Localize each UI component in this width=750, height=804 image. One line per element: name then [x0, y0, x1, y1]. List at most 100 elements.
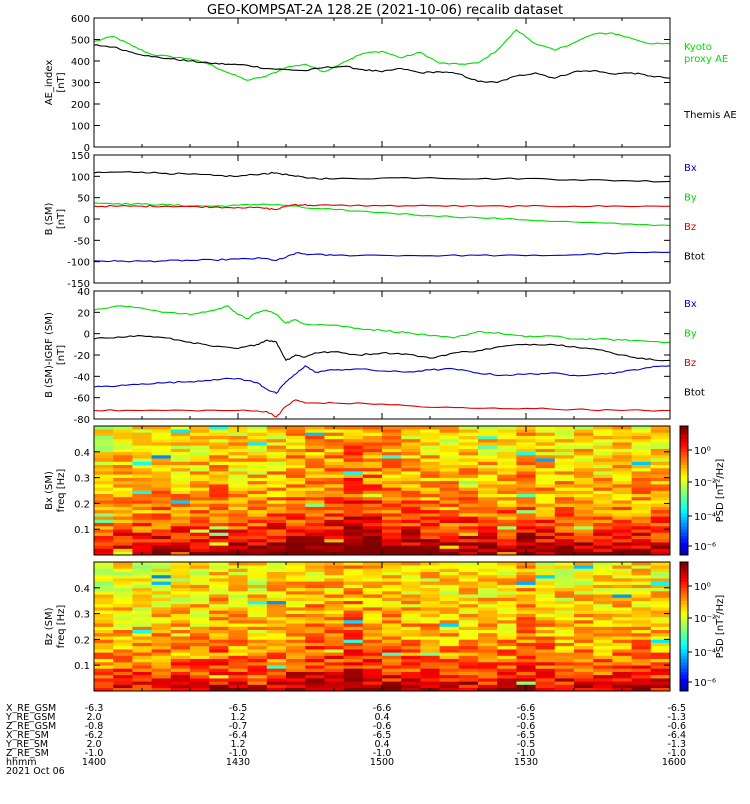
heatmap-cell — [612, 438, 632, 443]
heatmap-cell — [554, 464, 575, 469]
y-tick-label: 0.2 — [74, 635, 90, 646]
heatmap-cell — [650, 678, 671, 682]
heatmap-cell — [439, 551, 460, 556]
heatmap-cell — [343, 652, 364, 656]
heatmap-cell — [650, 513, 671, 517]
heatmap-cell — [612, 513, 632, 517]
heatmap-cell — [612, 600, 632, 605]
series-line-kyoto-proxy-ae — [93, 29, 671, 81]
heatmap-cell — [343, 455, 364, 459]
heatmap-cell — [516, 438, 536, 443]
heatmap-cell — [439, 509, 460, 514]
heatmap-cell — [343, 662, 364, 666]
heatmap-cell — [343, 681, 364, 685]
heatmap-cell — [497, 626, 517, 630]
heatmap-cell — [593, 581, 613, 585]
heatmap-cell — [266, 665, 287, 669]
heatmap-cell — [190, 455, 210, 459]
heatmap-cell — [286, 652, 306, 656]
heatmap-cell — [478, 532, 498, 536]
heatmap-cell — [151, 652, 172, 656]
heatmap-cell — [132, 620, 152, 624]
heatmap-cell — [650, 467, 671, 472]
heatmap-cell — [151, 458, 172, 462]
heatmap-cell — [401, 591, 421, 595]
heatmap-cell — [190, 467, 210, 472]
ephemeris-value: -0.6 — [517, 721, 536, 732]
heatmap-cell — [516, 477, 536, 482]
heatmap-cell — [209, 687, 229, 692]
heatmap-cell — [497, 513, 517, 517]
heatmap-cell — [228, 591, 248, 595]
heatmap-cell — [574, 461, 594, 465]
heatmap-cell — [343, 532, 364, 536]
heatmap-cell — [94, 484, 114, 488]
colorbar-cell — [680, 681, 688, 685]
heatmap-cell — [439, 584, 460, 589]
heatmap-cell — [439, 671, 460, 676]
heatmap-cell — [94, 487, 114, 491]
heatmap-cell — [170, 629, 191, 634]
heatmap-cell — [535, 445, 556, 449]
heatmap-cell — [132, 594, 152, 598]
heatmap-cell — [554, 467, 575, 472]
colorbar-cell — [680, 645, 688, 650]
heatmap-cell — [132, 500, 152, 504]
heatmap-cell — [94, 496, 114, 501]
heatmap-cell — [420, 607, 440, 611]
heatmap-cell — [478, 493, 498, 498]
heatmap-cell — [574, 620, 594, 624]
heatmap-cell — [458, 500, 479, 504]
heatmap-cell — [209, 509, 229, 514]
heatmap-cell — [554, 451, 575, 456]
heatmap-cell — [324, 545, 344, 549]
heatmap-cell — [343, 687, 364, 692]
heatmap-cell — [497, 451, 517, 456]
heatmap-cell — [631, 687, 652, 692]
heatmap-cell — [478, 591, 498, 595]
heatmap-cell — [458, 480, 479, 485]
heatmap-cell — [535, 674, 556, 679]
heatmap-cell — [247, 542, 268, 546]
heatmap-cell — [650, 526, 671, 530]
ephemeris-value: 1500 — [370, 757, 394, 768]
heatmap-cell — [305, 464, 325, 469]
heatmap-cell — [170, 674, 191, 679]
heatmap-cell — [420, 503, 440, 507]
heatmap-cell — [286, 538, 306, 543]
heatmap-cell — [94, 545, 114, 549]
heatmap-cell — [574, 516, 594, 520]
heatmap-cell — [574, 519, 594, 523]
heatmap-cell — [554, 652, 575, 656]
heatmap-cell — [343, 435, 364, 440]
heatmap-cell — [401, 687, 421, 692]
heatmap-cell — [94, 562, 114, 566]
heatmap-cell — [190, 442, 210, 446]
ephemeris-value: -0.5 — [517, 739, 536, 750]
heatmap-cell — [439, 426, 460, 430]
heatmap-cell — [286, 445, 306, 449]
heatmap-cell — [382, 578, 402, 582]
heatmap-cell — [612, 662, 632, 666]
heatmap-cell — [458, 542, 479, 546]
heatmap-cell — [650, 551, 671, 556]
heatmap-cell — [132, 484, 152, 488]
heatmap-cell — [650, 671, 671, 676]
ephemeris-value: -1.0 — [373, 748, 392, 759]
heatmap-cell — [439, 578, 460, 582]
ephemeris-value: -6.4 — [229, 730, 248, 741]
heatmap-cell — [535, 455, 556, 459]
heatmap-cell — [631, 484, 652, 488]
heatmap-cell — [382, 522, 402, 527]
figure-title: GEO-KOMPSAT-2A 128.2E (2021-10-06) recal… — [207, 3, 563, 18]
heatmap-cell — [247, 484, 268, 488]
heatmap-cell — [113, 516, 133, 520]
heatmap-cell — [305, 516, 325, 520]
heatmap-cell — [209, 480, 229, 485]
heatmap-cell — [190, 500, 210, 504]
heatmap-cell — [286, 587, 306, 592]
heatmap-cell — [362, 542, 383, 546]
heatmap-cell — [631, 438, 652, 443]
heatmap-cell — [593, 535, 613, 540]
